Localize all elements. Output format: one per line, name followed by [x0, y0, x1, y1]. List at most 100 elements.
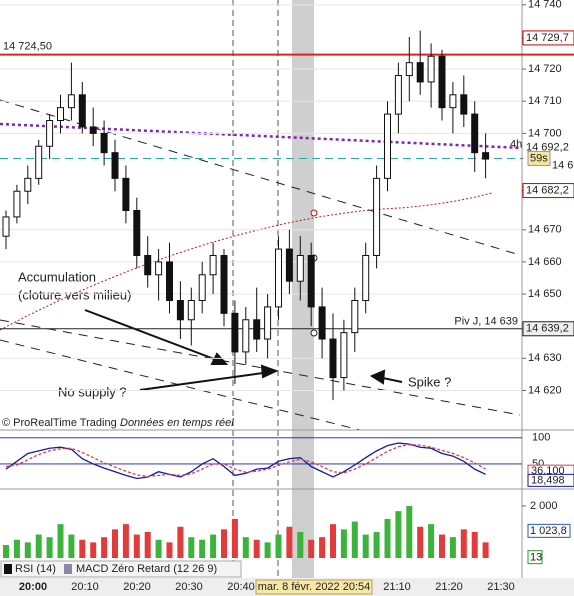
candle-body: [460, 94, 468, 115]
y-tick-label: 14 710: [528, 95, 562, 107]
candle-body: [394, 75, 402, 115]
candle-body: [285, 248, 293, 282]
osc-value-box: [527, 473, 574, 487]
source-note: Données en temps réel: [120, 417, 234, 429]
vol-value: 1 023,8: [530, 525, 567, 537]
volume-bar: [3, 544, 9, 558]
volume-bar: [242, 537, 249, 558]
volume-bar: [57, 524, 64, 558]
ma-level-label: 14 692,2: [526, 141, 569, 153]
candle-body: [264, 306, 272, 340]
annotation: (cloture vers milieu): [18, 287, 131, 302]
osc-line: [5, 442, 486, 480]
candle-body: [89, 126, 97, 134]
annotation: Spike ?: [408, 374, 451, 389]
arrows: [84, 309, 403, 391]
candle-body: [122, 177, 130, 212]
x-tick-label: 21:10: [383, 581, 411, 593]
osc-tick-label: 100: [532, 432, 550, 444]
volume-bar: [221, 529, 227, 558]
volume-bar: [471, 531, 478, 558]
candle-body: [144, 254, 152, 276]
volume-bar: [155, 539, 162, 558]
candle-body: [57, 107, 64, 122]
candle-body: [242, 319, 250, 353]
candle-body: [307, 254, 315, 308]
cursor-time: mar. 8 févr. 2022 20:54: [258, 581, 371, 593]
volume-bar: [275, 534, 282, 558]
candle-body: [13, 190, 21, 218]
candle-body: [166, 261, 173, 301]
candle-body: [176, 299, 184, 321]
volume-bar: [286, 526, 293, 558]
osc-line: [5, 443, 486, 478]
volume-bar: [253, 539, 260, 558]
candle-body: [100, 132, 108, 154]
candle-body: [427, 55, 435, 83]
volume-bar: [112, 529, 118, 558]
candle-body: [318, 306, 326, 340]
volume-bar: [210, 534, 217, 558]
candle-body: [449, 94, 457, 109]
volume-bar: [231, 518, 238, 558]
y-tick-label: 14 700: [528, 127, 562, 139]
candle-body: [482, 152, 490, 160]
pivot-label: 14 639,2: [526, 323, 569, 335]
vol-value-box: [527, 550, 543, 565]
volume-bar: [406, 505, 413, 558]
y-tick-label: 14 620: [528, 384, 562, 396]
candle-body: [438, 55, 446, 109]
candle-body: [111, 152, 119, 179]
candle-body: [471, 113, 479, 154]
volume-bar: [297, 531, 304, 558]
candle-body: [78, 94, 86, 128]
volume-bar: [460, 529, 467, 558]
volume-bar: [188, 537, 195, 558]
indicator-name: RSI (14): [15, 563, 56, 575]
volume-bar: [319, 537, 326, 558]
ma-markers: [310, 209, 318, 217]
cursor-time-box: [255, 579, 373, 595]
candle-body: [340, 332, 348, 379]
source: © ProRealTime Trading: [2, 417, 117, 429]
volume-bar: [133, 534, 140, 558]
volume-bar: [177, 526, 184, 558]
countdown: 59s: [530, 152, 548, 164]
ma-level-box: [523, 140, 574, 154]
volume-bar: [24, 542, 31, 558]
candle-body: [67, 94, 75, 109]
y-tick-label: 14 670: [528, 224, 562, 236]
countdown-box: [527, 150, 551, 166]
volume-bar: [340, 529, 347, 558]
candle-body: [416, 62, 424, 83]
volume-bar: [417, 526, 424, 558]
candle-body: [362, 254, 370, 301]
annotation: Accumulation: [18, 269, 96, 284]
x-tick-label: 20:40: [227, 581, 255, 593]
volume-bar: [351, 521, 358, 558]
x-tick-label: 21:20: [435, 581, 463, 593]
x-tick-label: 20:00: [19, 581, 47, 593]
volume-bar: [428, 524, 435, 558]
candle-body: [187, 299, 195, 321]
candle-body: [231, 312, 239, 353]
candle-body: [24, 177, 32, 192]
volume-bar: [101, 537, 108, 558]
volume-bar: [199, 539, 206, 558]
indicator-name: MACD Zéro Retard (12 26 9): [76, 563, 217, 575]
candle-body: [351, 299, 359, 334]
highlight-band: [292, 0, 314, 578]
volume-bar: [90, 542, 97, 558]
x-tick-label: 21:30: [487, 581, 515, 593]
icon: [64, 564, 72, 574]
osc-value: 18,498: [531, 474, 565, 486]
volume-bar: [362, 534, 369, 558]
candle-body: [220, 254, 228, 314]
candle-body: [133, 210, 141, 256]
volume-bar: [13, 539, 20, 558]
pivot-label-box: [522, 321, 574, 337]
volume-bar: [373, 531, 380, 558]
moving-average: [0, 192, 493, 331]
